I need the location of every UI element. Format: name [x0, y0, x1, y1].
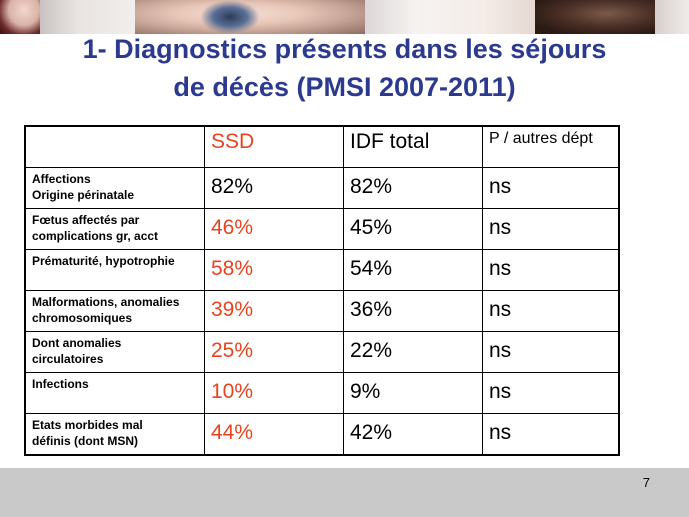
row-label-line-2: circulatoires — [32, 352, 104, 366]
photo-baby-1 — [0, 0, 40, 34]
cell-ssd: 10% — [204, 372, 344, 414]
cell-idf: 82% — [343, 167, 483, 209]
table-header-row: SSD IDF total P / autres dépt — [24, 125, 620, 168]
cell-ssd: 39% — [204, 290, 344, 332]
photo-background-1 — [40, 0, 135, 34]
row-label: Malformations, anomalies chromosomiques — [24, 290, 205, 332]
table-header-p-autres-dept: P / autres dépt — [482, 125, 620, 168]
cell-idf: 22% — [343, 331, 483, 373]
row-label-line-1: Affections — [32, 172, 91, 186]
table-row: Dont anomalies circulatoires 25% 22% ns — [24, 331, 620, 373]
row-label: Infections — [24, 372, 205, 414]
cell-p: ns — [482, 167, 620, 209]
row-label: Affections Origine périnatale — [24, 167, 205, 209]
cell-ssd-value: 44% — [211, 421, 254, 444]
cell-idf: 54% — [343, 249, 483, 291]
row-label: Etats morbides mal définis (dont MSN) — [24, 413, 205, 456]
header-photo-strip — [0, 0, 689, 34]
cell-ssd-value: 46% — [211, 216, 254, 239]
cell-p-value: ns — [489, 380, 512, 403]
cell-ssd: 46% — [204, 208, 344, 250]
table-row: Prématurité, hypotrophie 58% 54% ns — [24, 249, 620, 291]
cell-p: ns — [482, 290, 620, 332]
cell-ssd: 82% — [204, 167, 344, 209]
cell-p-value: ns — [489, 339, 512, 362]
row-label-line-2: définis (dont MSN) — [32, 434, 138, 448]
row-label-line-1: Malformations, anomalies — [32, 295, 180, 309]
row-label: Fœtus affectés par complications gr, acc… — [24, 208, 205, 250]
slide-title: 1- Diagnostics présents dans les séjours… — [0, 30, 689, 106]
row-label: Dont anomalies circulatoires — [24, 331, 205, 373]
row-label-line-2: Origine périnatale — [32, 188, 135, 202]
cell-idf-value: 54% — [350, 257, 393, 280]
row-label-line-2: chromosomiques — [32, 311, 133, 325]
cell-idf-value: 82% — [350, 175, 393, 198]
table-header-idf-total: IDF total — [343, 125, 483, 168]
cell-idf: 42% — [343, 413, 483, 456]
cell-p: ns — [482, 331, 620, 373]
table-header-ssd: SSD — [204, 125, 344, 168]
slide-title-line-1: 1- Diagnostics présents dans les séjours — [82, 34, 607, 64]
cell-ssd-value: 10% — [211, 380, 254, 403]
row-label-line-2: complications gr, acct — [32, 229, 159, 243]
cell-idf-value: 9% — [350, 380, 381, 403]
cell-idf-value: 42% — [350, 421, 393, 444]
cell-p-value: ns — [489, 421, 512, 444]
diagnostics-table: SSD IDF total P / autres dépt Affections… — [24, 125, 620, 456]
table-row: Fœtus affectés par complications gr, acc… — [24, 208, 620, 250]
footer-band — [0, 468, 689, 517]
cell-p-value: ns — [489, 298, 512, 321]
cell-idf-value: 45% — [350, 216, 393, 239]
photo-background-2 — [365, 0, 535, 34]
table-row: Affections Origine périnatale 82% 82% ns — [24, 167, 620, 209]
row-label-line-1: Infections — [32, 377, 89, 391]
cell-ssd: 44% — [204, 413, 344, 456]
slide-title-line-2: de décès (PMSI 2007-2011) — [173, 72, 516, 102]
table-row: Etats morbides mal définis (dont MSN) 44… — [24, 413, 620, 456]
cell-ssd-value: 58% — [211, 257, 254, 280]
cell-p-value: ns — [489, 216, 512, 239]
cell-ssd: 25% — [204, 331, 344, 373]
table-row: Malformations, anomalies chromosomiques … — [24, 290, 620, 332]
row-label-line-1: Prématurité, hypotrophie — [32, 254, 175, 268]
page-number: 7 — [642, 475, 650, 490]
row-label-line-1: Dont anomalies — [32, 336, 122, 350]
cell-ssd-value: 25% — [211, 339, 254, 362]
cell-idf-value: 36% — [350, 298, 393, 321]
cell-idf: 36% — [343, 290, 483, 332]
cell-ssd-value: 39% — [211, 298, 254, 321]
row-label: Prématurité, hypotrophie — [24, 249, 205, 291]
cell-idf-value: 22% — [350, 339, 393, 362]
cell-p: ns — [482, 372, 620, 414]
photo-baby-2 — [535, 0, 655, 34]
cell-p: ns — [482, 208, 620, 250]
cell-idf: 45% — [343, 208, 483, 250]
cell-p-value: ns — [489, 175, 512, 198]
cell-ssd: 58% — [204, 249, 344, 291]
cell-p: ns — [482, 249, 620, 291]
cell-idf: 9% — [343, 372, 483, 414]
row-label-line-1: Etats morbides mal — [32, 418, 143, 432]
row-label-line-1: Fœtus affectés par — [32, 213, 140, 227]
cell-ssd-value: 82% — [211, 175, 254, 198]
table-row: Infections 10% 9% ns — [24, 372, 620, 414]
photo-baby-eye — [200, 0, 260, 34]
cell-p: ns — [482, 413, 620, 456]
table-header-empty — [24, 125, 205, 168]
photo-background-3 — [655, 0, 689, 34]
cell-p-value: ns — [489, 257, 512, 280]
